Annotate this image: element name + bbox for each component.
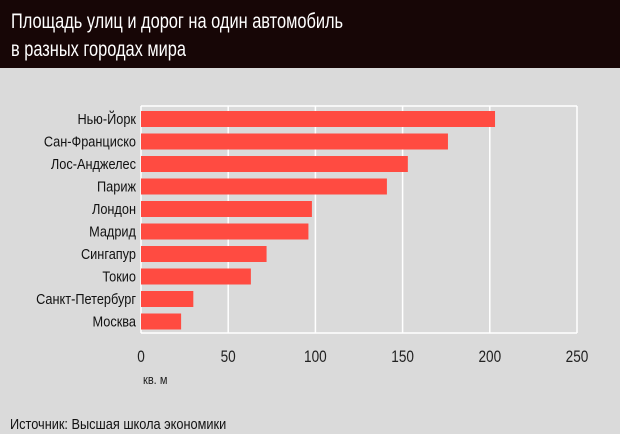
chart-title-line-2: в разных городах мира xyxy=(11,38,186,61)
x-tick-label: 150 xyxy=(391,348,414,367)
category-label: Санкт-Петербург xyxy=(36,290,136,307)
category-label: Париж xyxy=(97,177,137,194)
x-tick-label: 250 xyxy=(566,348,589,367)
category-label: Нью-Йорк xyxy=(77,109,136,127)
bar xyxy=(141,223,309,240)
x-tick-label: 100 xyxy=(304,348,327,367)
bar xyxy=(141,156,408,172)
category-label: Сингапур xyxy=(81,245,136,262)
bar xyxy=(141,133,448,150)
bar xyxy=(141,111,496,127)
x-axis-label: кв. м xyxy=(143,372,167,387)
bar xyxy=(141,178,387,195)
bar xyxy=(141,268,251,285)
category-label: Лос-Анджелес xyxy=(51,155,136,172)
x-tick-label: 200 xyxy=(478,348,501,367)
category-label: Токио xyxy=(102,267,136,284)
source-note: Источник: Высшая школа экономики xyxy=(10,416,227,433)
chart-header: Площадь улиц и дорог на один автомобиль … xyxy=(0,0,620,68)
bar xyxy=(141,313,182,330)
bar xyxy=(141,201,312,217)
category-label: Москва xyxy=(93,312,137,329)
category-label: Лондон xyxy=(92,200,136,217)
category-label: Сан-Франциско xyxy=(44,132,136,149)
x-tick-label: 0 xyxy=(137,348,145,367)
bar xyxy=(141,246,267,262)
chart-title-line-1: Площадь улиц и дорог на один автомобиль xyxy=(11,10,344,33)
category-label: Мадрид xyxy=(89,222,136,239)
x-tick-label: 50 xyxy=(221,348,236,367)
bar xyxy=(141,291,194,307)
